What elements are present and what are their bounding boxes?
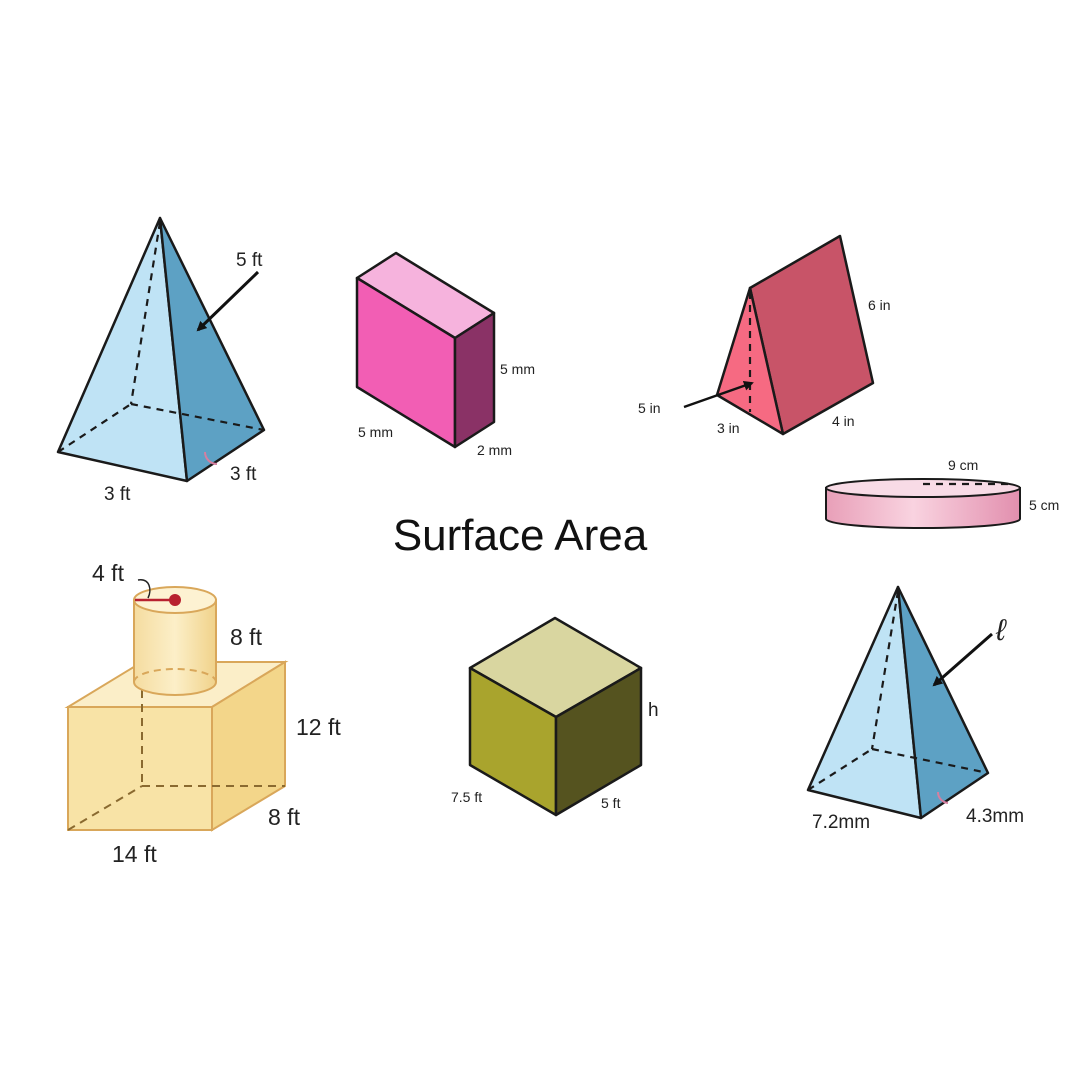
pyramid2-base-front-label: 7.2mm: [812, 812, 870, 833]
tri-prism-slant-label: 5 in: [638, 400, 661, 416]
thin-cylinder-top: [825, 478, 1021, 498]
square-pyramid-2: ℓ 7.2mm 4.3mm: [806, 585, 1024, 833]
pyramid1-slant-label: 5 ft: [236, 250, 263, 271]
tri-prism-slant-arrow: [683, 380, 754, 409]
thin-cylinder-diameter-label: 9 cm: [948, 457, 978, 473]
rect-prism-height-label: 5 mm: [500, 361, 535, 377]
composite-solid: 4 ft 8 ft 12 ft 8 ft 14 ft: [64, 560, 341, 867]
composite-radius-label: 4 ft: [92, 560, 125, 586]
pyramid2-slant-label: ℓ: [995, 614, 1007, 647]
thin-cylinder: 9 cm 5 cm: [825, 457, 1059, 529]
composite-cylinder-body: [133, 599, 217, 696]
pyramid1-base-side-label: 3 ft: [230, 464, 257, 485]
pyramid2-slant-arrow: [932, 632, 993, 687]
composite-box-depth-label: 8 ft: [268, 804, 301, 830]
tri-prism-length-label: 6 in: [868, 297, 891, 313]
pyramid1-slant-arrow: [196, 270, 260, 332]
cube-side-edge-label: 5 ft: [601, 795, 621, 811]
page-title: Surface Area: [393, 511, 648, 560]
square-pyramid-1: 5 ft 3 ft 3 ft: [56, 216, 266, 505]
composite-cyl-height-label: 8 ft: [230, 624, 263, 650]
pyramid1-base-front-label: 3 ft: [104, 484, 131, 505]
rect-prism-width-label: 5 mm: [358, 424, 393, 440]
pyramid2-base-side-label: 4.3mm: [966, 806, 1024, 827]
tri-prism-side-label: 4 in: [832, 413, 855, 429]
rectangular-prism: 5 mm 5 mm 2 mm: [355, 251, 535, 458]
rect-prism-depth-label: 2 mm: [477, 442, 512, 458]
tri-prism-base-label: 3 in: [717, 420, 740, 436]
triangular-prism: 6 in 5 in 3 in 4 in: [638, 234, 891, 436]
composite-center-dot: [169, 594, 181, 606]
cube-side-face: [554, 666, 643, 817]
cube-front-edge-label: 7.5 ft: [451, 789, 482, 805]
composite-box-height-label: 12 ft: [296, 714, 341, 740]
rect-prism-side-face: [453, 311, 496, 449]
thin-cylinder-height-label: 5 cm: [1029, 497, 1059, 513]
thin-cylinder-body: [825, 487, 1021, 529]
composite-box-width-label: 14 ft: [112, 841, 157, 867]
cube-height-label: h: [648, 700, 659, 721]
composite-box-front-face: [67, 706, 213, 831]
cube: h 7.5 ft 5 ft: [451, 616, 659, 817]
